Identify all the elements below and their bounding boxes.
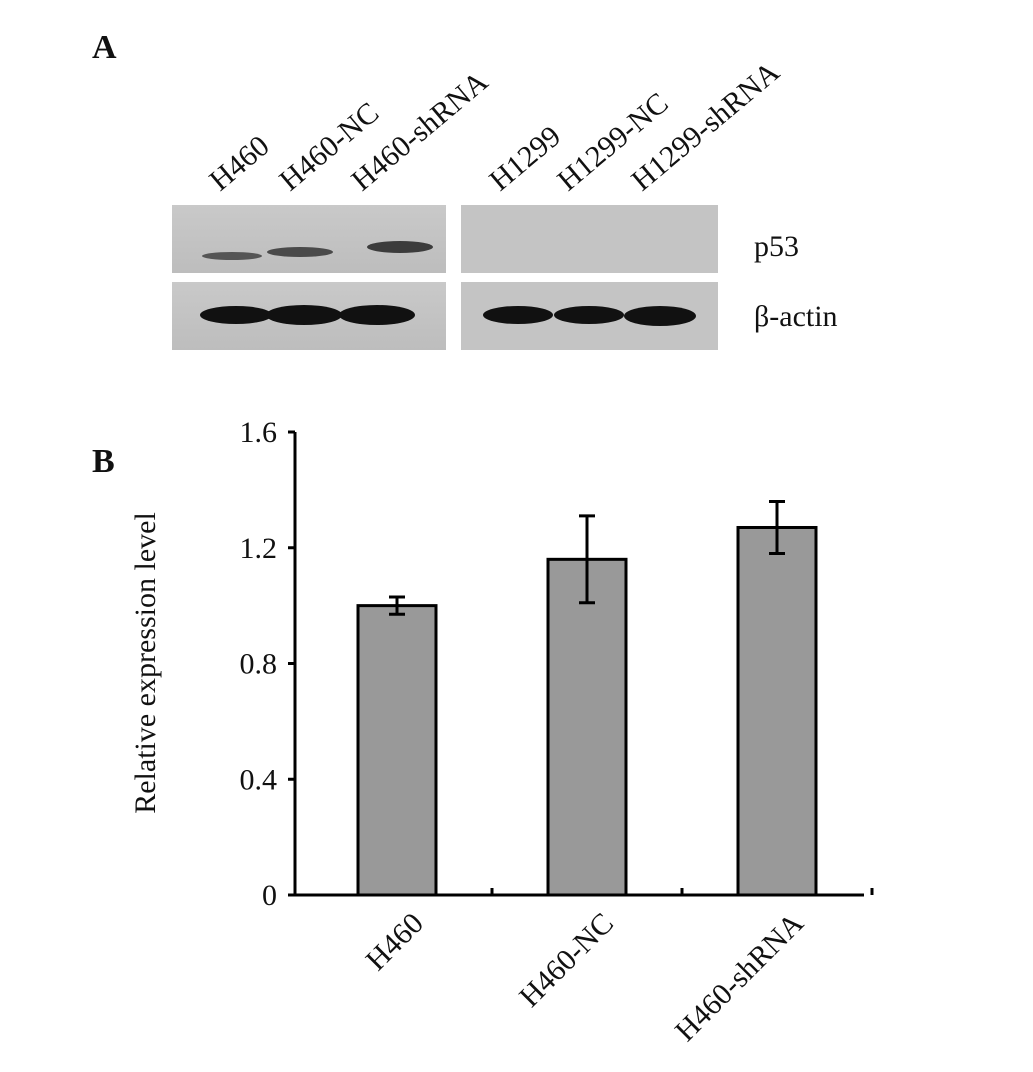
- band: [624, 306, 696, 326]
- band: [339, 305, 415, 325]
- y-tick-label: 0.8: [240, 648, 278, 681]
- lane-label: H1299: [483, 120, 567, 198]
- y-tick-label: 1.6: [240, 416, 278, 449]
- y-tick-label: 0.4: [240, 763, 278, 796]
- error-bar: [389, 595, 405, 616]
- panel-label: A: [92, 29, 117, 66]
- bar: [546, 557, 628, 897]
- band-label: p53: [754, 230, 799, 263]
- lane-label: H460: [203, 129, 275, 197]
- y-tick-label: 1.2: [240, 532, 278, 565]
- band-label: β-actin: [754, 300, 838, 333]
- western-blot: [172, 205, 718, 350]
- y-tick-label: 0: [262, 879, 277, 912]
- error-bar: [769, 499, 785, 556]
- band: [554, 306, 624, 324]
- bar: [736, 525, 818, 897]
- x-tick-label: H460-shRNA: [669, 906, 810, 1047]
- band: [200, 306, 272, 324]
- panel-label: B: [92, 443, 115, 480]
- y-axis-label: Relative expression level: [129, 512, 162, 814]
- band: [483, 306, 553, 324]
- band: [202, 252, 262, 260]
- band: [367, 241, 433, 253]
- x-tick-label: H460: [359, 907, 429, 977]
- x-tick-label: H460-NC: [513, 907, 620, 1014]
- membrane: [461, 205, 718, 273]
- band: [266, 305, 342, 325]
- error-bar: [579, 514, 595, 605]
- band: [267, 247, 333, 257]
- membrane: [172, 205, 446, 273]
- bar: [356, 604, 438, 897]
